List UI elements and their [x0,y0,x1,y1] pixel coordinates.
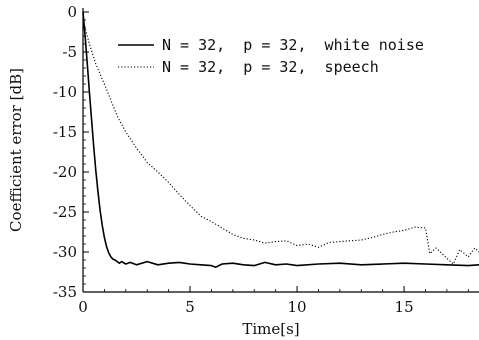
x-tick-label: 5 [185,298,195,316]
y-tick-label: -25 [53,203,77,221]
y-tick-label: -35 [53,283,77,301]
x-tick-label: 10 [288,298,307,316]
x-axis-title: Time[s] [242,320,299,338]
legend: N = 32, p = 32, white noise N = 32, p = 3… [118,36,424,76]
axes: 0-5-10-15-20-25-30-350 5 10 15 [53,3,479,316]
y-tick-label: -5 [62,43,77,61]
legend-label-2: N = 32, p = 32, speech [162,58,379,76]
series-line-1 [82,11,479,269]
x-tick-label: 15 [395,298,414,316]
plot-area [82,11,479,269]
y-axis-title: Coefficient error [dB] [7,68,25,232]
series-line-2 [82,19,479,265]
legend-label-1: N = 32, p = 32, white noise [162,36,424,54]
y-tick-label: -30 [53,243,77,261]
y-tick-label: -15 [53,123,77,141]
y-tick-label: -20 [53,163,77,181]
y-tick-label: 0 [67,3,77,21]
x-tick-label: 0 [78,298,88,316]
y-tick-label: -10 [53,83,77,101]
